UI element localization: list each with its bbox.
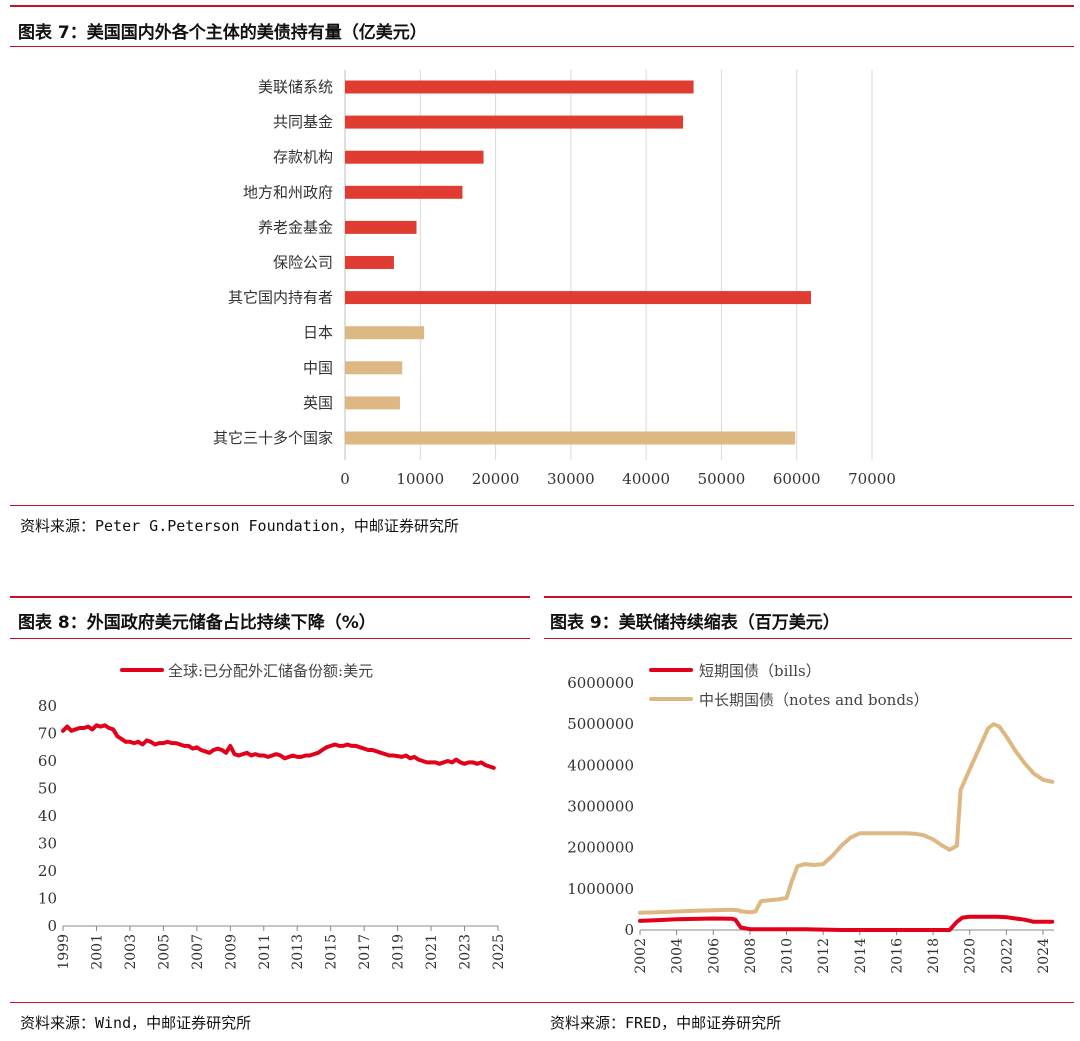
fig7-bar-chart: 0 10000 20000 30000 40000 50000 60000 70000 美联储系… <box>213 70 896 488</box>
fig7-source: 资料来源：Peter G.Peterson Foundation，中邮证券研究所 <box>20 517 459 535</box>
fig7-source-rule <box>10 505 1074 506</box>
fig7-x-tick-label: 10000 <box>396 470 444 488</box>
fig8-x-tick-label: 1999 <box>56 934 72 970</box>
fig9-series-line <box>638 914 1055 932</box>
fig9-x-tick-label: 2010 <box>780 938 796 974</box>
fig7-category-label: 其它三十多个国家 <box>213 429 333 447</box>
fig8-y-tick-label: 80 <box>38 697 57 715</box>
fig7-category-label: 共同基金 <box>273 113 333 131</box>
fig8-x-tick-label: 2013 <box>290 934 306 970</box>
fig8-x-tick-label: 2015 <box>324 934 340 970</box>
fig9-x-tick-label: 2012 <box>816 938 832 974</box>
bottom-source-rule <box>10 1002 1074 1003</box>
fig8-source: 资料来源：Wind，中邮证券研究所 <box>20 1014 252 1032</box>
fig8-x-tick-label: 2017 <box>357 934 373 970</box>
fig8-series-line <box>61 723 496 770</box>
fig7-x-tick-label: 30000 <box>547 470 595 488</box>
fig9-line-chart: 0 1000000 2000000 3000000 4000000 5000000 6000… <box>567 662 1055 974</box>
fig9-y-tick-label: 0 <box>624 921 634 939</box>
fig8-y-tick-label: 30 <box>38 835 57 853</box>
fig8-x-tick-label: 2001 <box>89 934 105 970</box>
fig8-x-tick-label: 2023 <box>458 934 474 970</box>
fig8-x-tick-label: 2021 <box>424 934 440 970</box>
fig8-x-tick-label: 2005 <box>156 934 172 970</box>
fig9-x-tick-label: 2004 <box>670 938 686 974</box>
fig7-category-label: 日本 <box>303 324 333 342</box>
fig9-x-tick-label: 2006 <box>706 938 722 974</box>
fig9-title-rule <box>544 638 1072 639</box>
fig9-top-rule <box>544 596 1072 598</box>
fig7-category-label: 保险公司 <box>273 254 333 272</box>
fig9-title: 图表 9：美联储持续缩表（百万美元） <box>550 613 840 633</box>
fig9-source: 资料来源：FRED，中邮证券研究所 <box>550 1014 782 1032</box>
fig8-y-tick-label: 40 <box>38 807 57 825</box>
fig9-series-line <box>638 722 1055 915</box>
fig9-y-tick-label: 2000000 <box>567 839 634 857</box>
fig7-category-label: 美联储系统 <box>258 78 333 96</box>
fig7-bar <box>345 291 812 305</box>
fig9-y-tick-label: 3000000 <box>567 798 634 816</box>
fig7-bar <box>345 150 484 164</box>
fig8-y-tick-label: 70 <box>38 725 57 743</box>
fig7-x-tick-label: 40000 <box>622 470 670 488</box>
fig7-x-tick-label: 60000 <box>773 470 821 488</box>
fig8-x-tick-label: 2025 <box>491 934 507 970</box>
fig8-y-tick-label: 0 <box>47 917 57 935</box>
fig8-title: 图表 8：外国政府美元储备占比持续下降（%） <box>18 613 376 633</box>
fig7-x-tick-label: 50000 <box>698 470 746 488</box>
fig7-bar <box>345 185 463 199</box>
fig9-x-tick-label: 2014 <box>853 938 869 974</box>
fig7-bar <box>345 115 684 129</box>
fig9-x-tick-label: 2020 <box>963 938 979 974</box>
fig9-x-tick-label: 2002 <box>633 938 649 974</box>
fig7-category-label: 存款机构 <box>273 148 333 166</box>
fig9-x-tick-label: 2016 <box>889 938 905 974</box>
fig7-bar <box>345 326 425 340</box>
fig8-top-rule <box>10 596 530 598</box>
fig9-x-tick-label: 2008 <box>743 938 759 974</box>
fig8-y-tick-label: 10 <box>38 890 57 908</box>
fig7-x-tick-label: 20000 <box>472 470 520 488</box>
fig9-y-tick-label: 6000000 <box>567 674 634 692</box>
fig7-x-tick-label: 0 <box>340 470 350 488</box>
fig7-bar <box>345 431 796 445</box>
fig8-line-chart: 0 10 20 30 40 50 60 70 80 1999 2001 2003 2005 2007 200… <box>38 662 507 970</box>
fig9-x-tick-label: 2022 <box>999 938 1015 974</box>
fig9-legend-label: 中长期国债（notes and bonds） <box>699 691 929 709</box>
fig7-bar <box>345 396 400 410</box>
fig9-y-tick-label: 1000000 <box>567 880 634 898</box>
fig8-title-rule <box>10 638 530 639</box>
fig9-y-tick-label: 5000000 <box>567 715 634 733</box>
fig9-y-tick-label: 4000000 <box>567 756 634 774</box>
fig8-x-tick-label: 2003 <box>123 934 139 970</box>
fig8-x-tick-label: 2009 <box>223 934 239 970</box>
fig7-category-label: 养老金基金 <box>258 218 333 236</box>
fig9-legend-label: 短期国债（bills） <box>699 662 821 680</box>
fig7-top-rule <box>10 5 1074 7</box>
fig8-x-tick-label: 2019 <box>391 934 407 970</box>
fig9-x-tick-label: 2018 <box>926 938 942 974</box>
fig7-bar <box>345 220 417 234</box>
fig8-y-tick-label: 60 <box>38 752 57 770</box>
fig8-y-tick-label: 20 <box>38 862 57 880</box>
fig7-title: 图表 7：美国国内外各个主体的美债持有量（亿美元） <box>18 23 427 43</box>
fig7-bar <box>345 361 403 375</box>
fig8-x-tick-label: 2011 <box>257 934 273 970</box>
fig8-y-tick-label: 50 <box>38 780 57 798</box>
fig9-x-tick-label: 2024 <box>1036 938 1052 974</box>
fig7-category-label: 中国 <box>303 359 333 377</box>
fig8-x-tick-label: 2007 <box>190 934 206 970</box>
fig7-x-tick-label: 70000 <box>848 470 896 488</box>
fig8-legend-label: 全球:已分配外汇储备份额:美元 <box>168 662 373 680</box>
fig7-bar <box>345 256 394 269</box>
fig7-category-label: 其它国内持有者 <box>228 289 333 307</box>
fig7-title-rule <box>10 46 1074 47</box>
fig7-bar <box>345 80 694 94</box>
fig7-category-label: 地方和州政府 <box>243 183 333 201</box>
fig7-category-label: 英国 <box>303 394 333 412</box>
